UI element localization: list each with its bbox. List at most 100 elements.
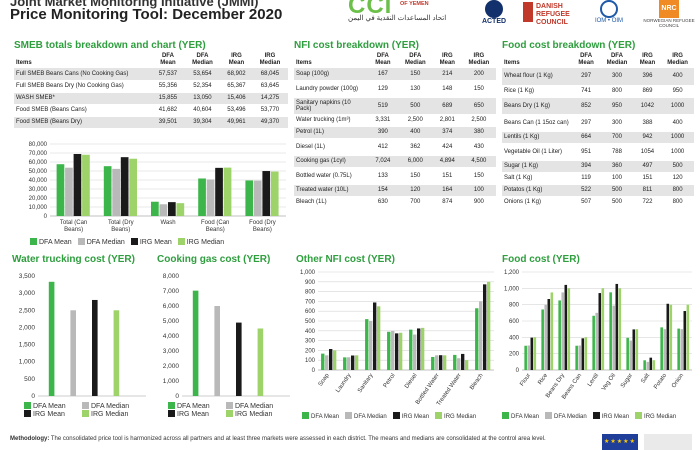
report-header: Joint Market Monitoring Initiative (JMMI…: [0, 0, 700, 36]
table-header-cell: DFA Mean: [578, 53, 594, 66]
bar-irg-median: [257, 328, 264, 396]
price-cell: 151: [633, 172, 662, 185]
bar-irg-mean: [649, 357, 653, 370]
table-header-cell: IRG Median: [667, 53, 688, 66]
price-cell: 4,894: [432, 155, 462, 168]
bar-dfa-median: [159, 204, 168, 216]
legend-swatch-icon: [168, 402, 175, 409]
bar-dfa-mean: [626, 337, 629, 370]
x-tick-label: Sanitary: [357, 373, 375, 394]
legend-item-dfa-mean: DFA Mean: [30, 238, 72, 246]
food-section-title: Food cost breakdown (YER): [502, 40, 636, 51]
other-nfi-chart-title: Other NFI cost (YER): [296, 254, 395, 265]
price-cell: 1000: [661, 143, 694, 161]
acted-logo-text: ACTED: [481, 18, 507, 25]
legend-label: IRG Median: [235, 411, 273, 418]
item-label-cell: Rice (1 Kg): [502, 85, 572, 98]
item-label-cell: Beans Dry (1 Kg): [502, 97, 572, 115]
price-cell: 39,304: [183, 116, 222, 129]
bar-irg-mean: [632, 329, 636, 370]
bar-irg-mean: [262, 171, 271, 216]
y-tick-label: 0: [312, 368, 316, 374]
drc-logo: DANISH REFUGEE COUNCIL: [523, 0, 583, 28]
table-row: WASH SMEB* 15,855 13,050 15,406 14,275: [14, 92, 288, 105]
legend-item-dfa-median: DFA Median: [82, 402, 134, 410]
legend-item-irg-mean: IRG Mean: [592, 412, 629, 420]
price-cell: 150: [461, 80, 496, 98]
price-cell: 412: [368, 138, 398, 156]
x-tick-label: Salt: [640, 372, 651, 384]
table-row: Sanitary napkins (10 Pack) 519 500 689 650: [294, 97, 496, 115]
price-cell: 49,370: [251, 116, 288, 129]
cci-logo: CCI OF YEMEN اتحاد المساعدات النقدية في …: [348, 0, 468, 30]
legend-label: IRG Mean: [401, 414, 430, 420]
bar-dfa-mean: [677, 328, 680, 370]
bar-dfa-median: [253, 180, 262, 216]
bar-dfa-mean: [409, 329, 413, 370]
table-row: Laundry powder (100g) 129 130 148 150: [294, 80, 496, 98]
table-row: Food SMEB (Beans Cans) 41,682 40,604 53,496…: [14, 104, 288, 117]
legend-item-irg-median: IRG Median: [82, 410, 134, 418]
legend-label: DFA Median: [86, 239, 125, 246]
table-header-cell: IRG Mean: [439, 53, 455, 66]
bar-dfa-median: [325, 355, 329, 370]
table-row: Potatos (1 Kg) 522 500 811 800: [502, 184, 694, 197]
legend-label: DFA Median: [91, 403, 130, 410]
bar-dfa-mean: [387, 331, 391, 370]
price-cell: 507: [572, 196, 601, 209]
price-cell: 53,496: [221, 104, 252, 117]
price-cell: 133: [368, 167, 398, 185]
bar-dfa-median: [457, 358, 461, 370]
legend-label: IRG Median: [444, 414, 477, 420]
water-chart-title: Water trucking cost (YER): [12, 254, 135, 265]
legend-swatch-icon: [635, 412, 643, 419]
y-tick-label: 5,000: [163, 318, 180, 325]
bar-irg-median: [82, 154, 90, 216]
x-tick-label: Petrol: [383, 373, 397, 389]
item-label-cell: Food SMEB (Beans Dry): [14, 116, 152, 129]
price-cell: 951: [572, 143, 601, 161]
legend-label: IRG Mean: [139, 239, 172, 246]
y-tick-label: 0: [516, 368, 520, 374]
price-cell: 424: [432, 138, 462, 156]
y-tick-label: 600: [509, 319, 520, 325]
price-cell: 52,354: [183, 80, 222, 93]
price-cell: 664: [572, 131, 601, 144]
bar-irg-mean: [417, 328, 421, 370]
legend-label: DFA Mean: [311, 414, 340, 420]
nrc-logo-text: NORWEGIAN REFUGEE COUNCIL: [643, 18, 695, 28]
bar-dfa-median: [112, 168, 120, 216]
y-tick-label: 40,000: [29, 178, 48, 184]
legend-item-irg-median: IRG Median: [226, 410, 278, 418]
price-cell: 297: [572, 68, 601, 86]
item-label-cell: Bleach (1L): [294, 196, 368, 209]
x-tick-label-line2: Beans): [64, 227, 83, 233]
legend-item-irg-mean: IRG Mean: [24, 410, 76, 418]
table-row: Diesel (1L) 412 362 424 430: [294, 138, 496, 156]
y-tick-label: 1,000: [504, 286, 520, 292]
bar-irg-mean: [581, 338, 585, 370]
price-cell: 151: [432, 167, 462, 185]
bar-irg-median: [486, 281, 491, 370]
table-header-cell: IRG Median: [259, 53, 281, 66]
bar-irg-median: [270, 171, 279, 216]
x-tick-label: Sugar: [620, 373, 634, 390]
legend-swatch-icon: [130, 238, 138, 245]
y-tick-label: 800: [305, 290, 316, 296]
table-header-cell: DFA Mean: [375, 53, 391, 66]
table-row: Treated water (10L) 154 120 164 100: [294, 184, 496, 197]
gas-chart-legend: DFA Mean DFA Median IRG Mean IRG Median: [168, 402, 288, 418]
legend-swatch-icon: [435, 412, 443, 419]
y-tick-label: 800: [509, 303, 520, 309]
price-cell: 100: [461, 184, 496, 197]
y-tick-label: 1,000: [300, 270, 316, 276]
acted-emblem-icon: [485, 0, 503, 18]
price-cell: 53,654: [183, 68, 222, 81]
table-header-cell: DFA Median: [404, 53, 426, 66]
legend-item-dfa-mean: DFA Mean: [24, 402, 76, 410]
water-trucking-chart: 0 500 1,000 1,500 2,000 2,500 3,000 3,500: [19, 273, 146, 400]
bar-irg-median: [533, 337, 537, 370]
legend-label: DFA Median: [554, 414, 587, 420]
price-cell: 374: [432, 126, 462, 139]
